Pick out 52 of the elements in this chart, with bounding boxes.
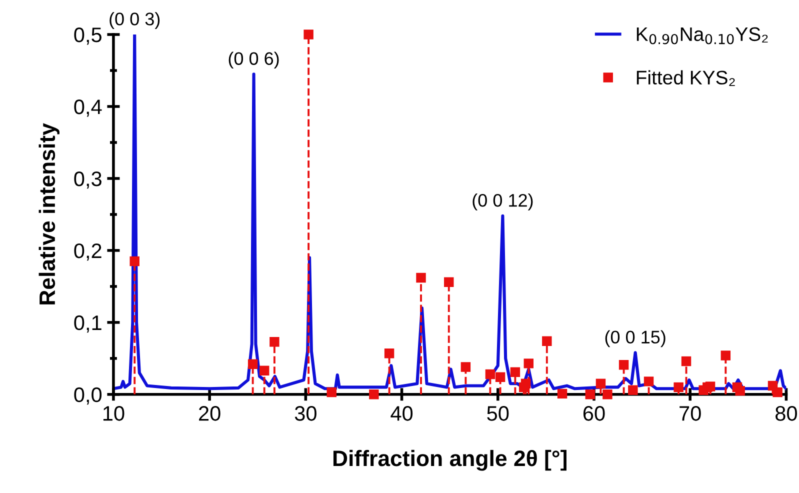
y-axis-title: Relative intensity <box>38 123 60 304</box>
point <box>735 386 745 396</box>
point <box>130 256 140 266</box>
point <box>384 348 394 358</box>
y-tick-label: 0,3 <box>74 171 102 189</box>
point <box>510 367 520 377</box>
point <box>495 372 506 382</box>
x-tick-label: 80 <box>776 406 797 421</box>
x-tick-label: 70 <box>680 406 701 421</box>
annotation: (0 0 15) <box>605 330 666 348</box>
point <box>485 369 496 380</box>
legend-label: Fitted KYS₂ <box>636 70 735 86</box>
y-tick-label: 0,2 <box>74 243 102 261</box>
annotation: (0 0 12) <box>472 194 533 210</box>
point <box>705 382 716 392</box>
annotation: (0 0 6) <box>228 52 279 69</box>
point <box>444 277 454 287</box>
point <box>270 336 280 347</box>
x-tick-label: 60 <box>583 406 605 421</box>
point <box>416 272 426 283</box>
x-tick-label: 10 <box>103 406 124 421</box>
y-tick-label: 0,0 <box>74 387 102 405</box>
point <box>304 30 314 40</box>
point <box>644 376 654 386</box>
point <box>585 390 596 400</box>
point <box>681 356 692 366</box>
x-tick-label: 30 <box>294 406 316 421</box>
point <box>524 358 534 368</box>
y-tick-label: 0,4 <box>74 99 102 117</box>
point <box>248 359 258 370</box>
point <box>618 360 629 370</box>
point <box>259 366 270 376</box>
point <box>602 390 612 400</box>
point <box>369 390 379 400</box>
point <box>557 388 568 399</box>
point <box>596 378 606 388</box>
x-tick-label: 50 <box>487 406 509 421</box>
point <box>772 387 782 398</box>
x-tick-label: 40 <box>390 406 413 421</box>
annotation: (0 0 3) <box>110 12 160 29</box>
point <box>674 382 684 392</box>
legend-label: K$_{0.90}$Na$_{0.10}$YS₂ <box>636 27 768 44</box>
point <box>520 378 531 388</box>
point <box>326 387 336 398</box>
point <box>628 385 638 395</box>
x-axis-title: Diffraction angle 2θ [°] <box>333 450 566 471</box>
x-tick-label: 20 <box>199 406 220 421</box>
y-tick-label: 0,1 <box>74 315 102 333</box>
point <box>460 362 471 372</box>
y-tick-label: 0,5 <box>74 28 102 45</box>
point <box>542 336 552 346</box>
point <box>720 350 731 360</box>
